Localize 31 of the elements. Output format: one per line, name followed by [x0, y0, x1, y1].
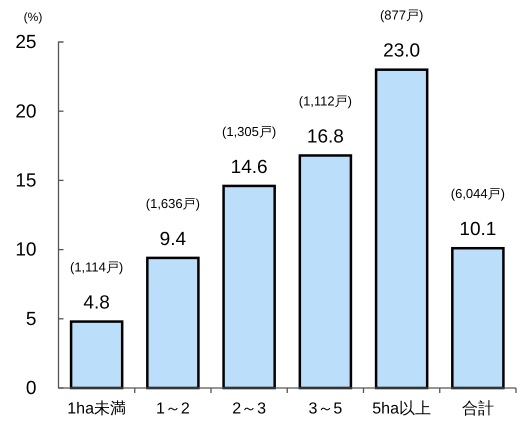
bar	[298, 154, 352, 390]
bar	[70, 320, 124, 390]
annotation: (1,636戸)	[146, 196, 200, 211]
bar	[146, 256, 200, 390]
y-tick-label: 25	[15, 32, 36, 54]
annotation: (1,112戸)	[298, 93, 352, 108]
y-tick-label: 20	[15, 101, 36, 122]
data-label: 9.4	[160, 228, 187, 250]
bar	[222, 184, 276, 390]
y-axis-title: (%)	[24, 10, 42, 24]
data-label: 4.8	[83, 292, 110, 314]
y-tick-label: 5	[26, 308, 36, 330]
bar	[451, 246, 505, 390]
x-tick-label: 5ha以上	[372, 399, 431, 418]
data-label: 23.0	[383, 40, 420, 62]
bar	[374, 68, 428, 390]
annotation: (1,305戸)	[222, 124, 276, 139]
y-tick-label: 15	[15, 170, 36, 192]
y-tick-label: 0	[26, 378, 36, 400]
y-tick-label: 10	[15, 240, 36, 261]
annotation: (6,044戸)	[450, 186, 505, 202]
x-tick-label: 1ha未満	[67, 399, 126, 418]
x-tick-label: 合計	[462, 399, 494, 418]
x-tick-label: 1～2	[156, 400, 190, 418]
text: (877戸)	[380, 8, 424, 23]
data-label: 16.8	[306, 126, 344, 148]
x-tick-label: 3～5	[308, 400, 342, 418]
data-label: 10.1	[459, 219, 496, 240]
annotation: (1,114戸)	[70, 260, 124, 275]
data-label: 14.6	[230, 156, 268, 178]
x-tick-label: 2～3	[232, 400, 266, 418]
